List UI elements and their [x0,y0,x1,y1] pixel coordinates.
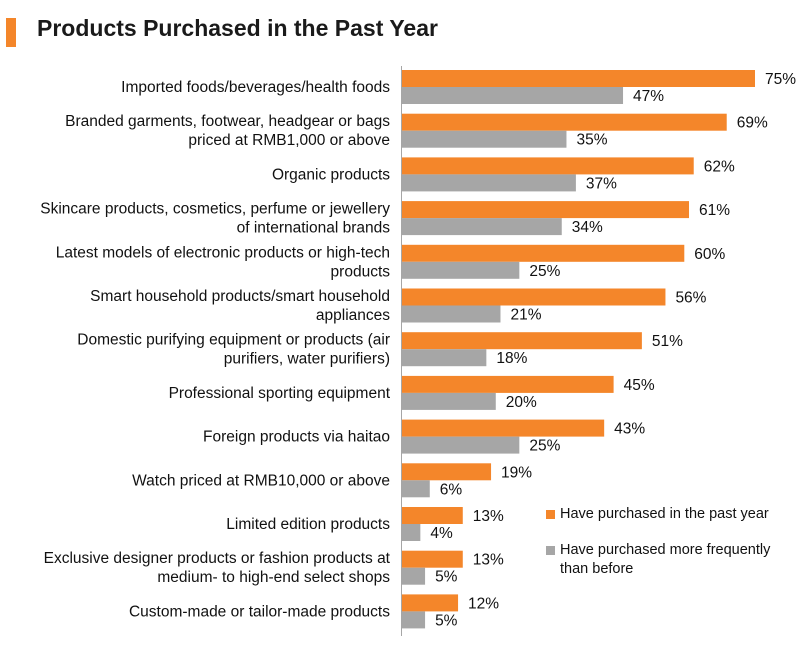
category-label: appliances [316,307,390,324]
category-label: Domestic purifying equipment or products… [77,332,390,349]
bar-past-year [401,70,755,87]
bar-more-frequent [401,174,576,192]
bar-past-year [401,157,694,175]
bar-more-frequent [401,436,520,454]
bar-past-year [401,507,463,524]
data-label-past-year: 13% [473,552,504,569]
data-label-past-year: 60% [694,246,725,263]
bar-more-frequent [401,392,496,410]
data-label-more-frequent: 25% [529,263,560,280]
bar-past-year [401,375,614,393]
data-label-more-frequent: 18% [496,350,527,367]
category-label: Organic products [272,166,390,183]
category-label: Imported foods/beverages/health foods [121,79,390,96]
category-label: priced at RMB1,000 or above [188,132,390,149]
category-label: Smart household products/smart household [90,288,390,305]
chart-title: Products Purchased in the Past Year [37,15,438,41]
category-label: Watch priced at RMB10,000 or above [132,472,390,489]
data-label-past-year: 75% [765,71,796,88]
legend-swatch-series-2 [546,546,555,555]
bar-past-year [401,288,666,306]
bar-more-frequent [401,349,487,367]
data-label-more-frequent: 5% [435,569,458,586]
legend-label-series-1: Have purchased in the past year [560,506,769,522]
category-label: Foreign products via haitao [203,429,390,446]
data-label-more-frequent: 37% [586,175,617,192]
bar-past-year [401,594,459,612]
data-label-past-year: 61% [699,202,730,219]
data-label-more-frequent: 35% [576,132,607,149]
data-label-more-frequent: 5% [435,612,458,629]
bar-past-year [401,463,492,481]
bar-more-frequent [401,305,501,323]
bar-past-year [401,332,642,350]
category-label: of international brands [237,220,391,237]
category-label: purifiers, water purifiers) [224,351,390,368]
data-label-more-frequent: 4% [430,525,453,542]
bar-more-frequent [401,524,421,541]
data-label-past-year: 51% [652,333,683,350]
legend-swatch-series-1 [546,510,555,519]
data-label-past-year: 13% [473,508,504,525]
data-label-past-year: 62% [704,158,735,175]
bar-more-frequent [401,218,562,236]
category-label: products [331,263,391,280]
data-label-past-year: 56% [675,290,706,307]
bar-more-frequent [401,567,426,585]
data-label-more-frequent: 47% [633,88,664,105]
data-label-more-frequent: 34% [572,219,603,236]
data-label-past-year: 69% [737,115,768,132]
category-label: medium- to high-end select shops [157,569,390,586]
bar-past-year [401,550,463,568]
bar-more-frequent [401,130,567,148]
category-label: Custom-made or tailor-made products [129,603,390,620]
category-label: Branded garments, footwear, headgear or … [65,113,390,130]
title-accent-bar [6,18,16,47]
data-label-past-year: 19% [501,464,532,481]
data-label-past-year: 43% [614,421,645,438]
bar-more-frequent [401,261,520,279]
category-label: Latest models of electronic products or … [56,244,390,261]
bar-past-year [401,201,690,219]
bar-past-year [401,244,685,262]
bar-more-frequent [401,611,426,629]
bar-more-frequent [401,87,624,104]
data-label-more-frequent: 21% [510,307,541,324]
bar-more-frequent [401,480,430,498]
data-label-more-frequent: 6% [440,481,463,498]
category-label: Exclusive designer products or fashion p… [44,550,391,567]
category-label: Professional sporting equipment [169,385,391,402]
data-label-more-frequent: 20% [506,394,537,411]
legend-label-series-2: Have purchased more frequently than befo… [560,542,771,577]
data-label-past-year: 45% [624,377,655,394]
bar-past-year [401,113,727,131]
category-label: Limited edition products [226,516,390,533]
data-label-past-year: 12% [468,595,499,612]
bar-past-year [401,419,605,437]
data-label-more-frequent: 25% [529,438,560,455]
category-label: Skincare products, cosmetics, perfume or… [40,201,390,218]
